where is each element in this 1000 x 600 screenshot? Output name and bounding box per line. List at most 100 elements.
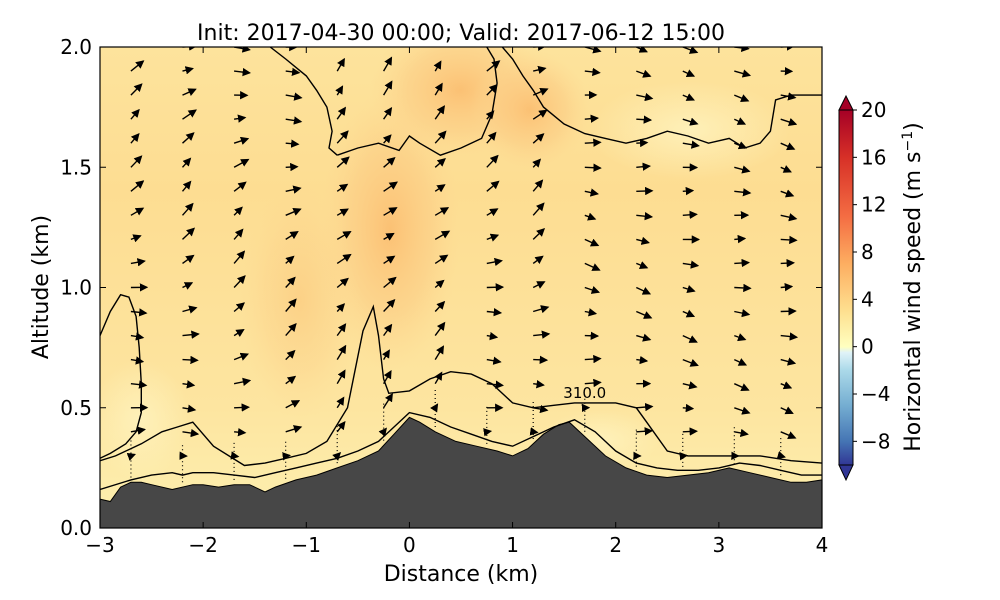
wind-vector [130, 258, 146, 267]
wind-vector [182, 428, 200, 438]
wind-vector [486, 233, 500, 242]
wind-vector [383, 255, 396, 264]
wind-vector [734, 358, 748, 366]
wind-vector [336, 130, 349, 144]
wind-vector [182, 88, 197, 96]
y-tick-label: 0.0 [60, 516, 92, 540]
wind-vector [285, 255, 295, 265]
x-tick-label: −1 [292, 533, 321, 557]
wind-vector [434, 82, 443, 96]
wind-vector [780, 431, 797, 440]
wind-vector [383, 393, 393, 409]
wind-vector [636, 138, 649, 148]
contour-label: 310.0 [563, 384, 606, 402]
x-tick-label: −3 [85, 533, 114, 557]
wind-vector [780, 213, 798, 222]
x-axis: −3 −2 −1 0 1 2 3 4 [85, 47, 828, 557]
colorbar-label-close: ) [901, 122, 926, 131]
wind-vector [336, 208, 349, 217]
contour-line-6 [501, 47, 822, 149]
wind-vector [483, 428, 493, 437]
wind-vector [584, 354, 602, 364]
wind-vector [233, 250, 246, 264]
wind-vector [182, 330, 200, 339]
wind-vector [336, 323, 347, 337]
colorbar-tick-label: 12 [861, 193, 886, 217]
wind-vector [182, 227, 196, 240]
wind-vector [584, 378, 602, 388]
y-tick-label: 0.5 [60, 396, 92, 420]
wind-vector [383, 181, 398, 192]
wind-vector [734, 141, 748, 150]
wind-vector [485, 110, 495, 120]
wind-vector [383, 276, 397, 289]
wind-vector [780, 189, 795, 198]
wind-vector [682, 285, 696, 294]
wind-vector [734, 308, 751, 318]
wind-vector [130, 155, 143, 168]
wind-vector [182, 355, 199, 365]
wind-vector [734, 234, 747, 244]
wind-vector [233, 352, 250, 361]
wind-vector [780, 406, 794, 415]
wind-vector [682, 210, 698, 219]
wind-vector [682, 309, 696, 318]
wind-vector [434, 279, 445, 289]
wind-vector [234, 67, 251, 77]
wind-vector [336, 183, 349, 192]
wind-vector [734, 117, 747, 125]
wind-vector [182, 132, 195, 144]
contour-line-1 [100, 411, 822, 491]
wind-vector [332, 452, 342, 461]
wind-vector [382, 134, 392, 144]
contour-line-4 [269, 47, 338, 156]
colorbar-tick-label: −4 [861, 382, 890, 406]
wind-vector [533, 404, 549, 414]
wind-vector [636, 186, 654, 196]
wind-vector [584, 308, 598, 317]
wind-vector [130, 133, 140, 144]
wind-vector [336, 156, 350, 168]
wind-vector [233, 136, 250, 145]
wind-vector [434, 254, 449, 264]
y-tick-label: 2.0 [60, 35, 92, 59]
wind-vector [182, 305, 198, 314]
wind-vector [734, 69, 752, 78]
wind-vector [234, 427, 247, 437]
wind-vector [285, 276, 296, 288]
wind-vector [181, 202, 194, 216]
wind-vector [532, 228, 546, 240]
wind-vector [636, 261, 649, 269]
wind-vector [336, 277, 349, 289]
colorbar-tick-label: 4 [861, 287, 874, 311]
wind-vector [381, 349, 390, 360]
contour-line-5 [336, 47, 498, 156]
wind-vector [382, 80, 393, 96]
wind-vector [285, 92, 303, 101]
wind-vector [130, 380, 148, 389]
x-tick-label: 3 [712, 533, 725, 557]
wind-vector [434, 207, 450, 216]
wind-vector [584, 285, 601, 294]
wind-vector [182, 254, 195, 264]
wind-vector [126, 452, 137, 461]
wind-vector [636, 115, 653, 124]
wind-vector [336, 230, 352, 241]
colorbar-label: Horizontal wind speed (m s−1) [900, 122, 926, 452]
wind-vector [434, 321, 446, 337]
wind-vector [285, 208, 302, 216]
wind-vector [734, 258, 750, 268]
potential-temperature-contours [100, 47, 822, 491]
wind-vector [434, 130, 447, 144]
wind-vector [383, 323, 393, 337]
wind-vector [336, 369, 346, 385]
wind-vector [182, 404, 197, 413]
wind-vector [682, 69, 696, 78]
wind-vector [130, 332, 145, 341]
wind-vector [130, 234, 142, 243]
colorbar-tick-label: 0 [861, 335, 874, 359]
wind-vector [182, 66, 194, 75]
colorbar-tick-label: 16 [861, 145, 886, 169]
wind-vector [383, 232, 395, 241]
wind-vector [285, 67, 301, 77]
